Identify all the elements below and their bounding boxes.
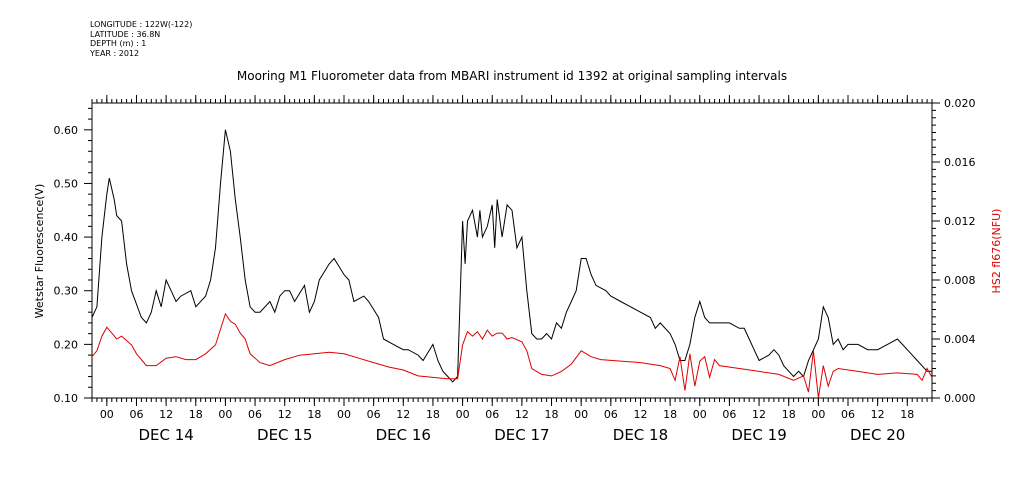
y-right-tick-label: 0.012 bbox=[944, 215, 976, 228]
x-hour-label: 12 bbox=[278, 408, 292, 421]
x-hour-label: 18 bbox=[545, 408, 559, 421]
x-hour-label: 00 bbox=[218, 408, 232, 421]
y-left-tick-label: 0.60 bbox=[54, 124, 79, 137]
x-hour-label: 00 bbox=[100, 408, 114, 421]
x-day-label: DEC 17 bbox=[494, 426, 549, 444]
y-left-tick-label: 0.40 bbox=[54, 231, 79, 244]
meta-longitude: LONGITUDE : 122W(-122) bbox=[90, 20, 193, 29]
meta-year: YEAR : 2012 bbox=[90, 48, 140, 58]
x-hour-label: 18 bbox=[782, 408, 796, 421]
y-right-tick-label: 0.000 bbox=[944, 392, 976, 405]
x-hour-label: 06 bbox=[129, 408, 143, 421]
x-hour-label: 06 bbox=[367, 408, 381, 421]
x-hour-label: 18 bbox=[426, 408, 440, 421]
x-hour-label: 18 bbox=[307, 408, 321, 421]
meta-latitude: LATITUDE : 36.8N bbox=[90, 29, 161, 39]
x-hour-label: 00 bbox=[337, 408, 351, 421]
x-day-label: DEC 19 bbox=[731, 426, 786, 444]
x-day-label: DEC 16 bbox=[376, 426, 431, 444]
x-hour-label: 06 bbox=[604, 408, 618, 421]
y-left-tick-label: 0.30 bbox=[54, 285, 79, 298]
y-right-tick-label: 0.020 bbox=[944, 97, 976, 110]
x-hour-label: 12 bbox=[515, 408, 529, 421]
x-hour-label: 00 bbox=[811, 408, 825, 421]
x-hour-label: 00 bbox=[456, 408, 470, 421]
chart-title: Mooring M1 Fluorometer data from MBARI i… bbox=[237, 69, 787, 83]
ticks-layer: 00 06 12 18 00 06 12 18 00 06 12 18 00 06 12 18 00 06 12 18… bbox=[54, 95, 976, 444]
x-hour-label: 06 bbox=[248, 408, 262, 421]
x-day-label: DEC 20 bbox=[850, 426, 905, 444]
x-day-label: DEC 15 bbox=[257, 426, 312, 444]
x-hour-label: 00 bbox=[693, 408, 707, 421]
x-hour-label: 18 bbox=[900, 408, 914, 421]
x-hour-label: 12 bbox=[396, 408, 410, 421]
x-hour-label: 12 bbox=[752, 408, 766, 421]
x-hour-label: 00 bbox=[574, 408, 588, 421]
x-hour-label: 06 bbox=[722, 408, 736, 421]
plot-frame bbox=[91, 102, 933, 399]
metadata-block: LONGITUDE : 122W(-122) LATITUDE : 36.8N … bbox=[90, 20, 192, 58]
x-hour-label: 06 bbox=[485, 408, 499, 421]
x-hour-label: 12 bbox=[159, 408, 173, 421]
y-right-tick-label: 0.016 bbox=[944, 156, 976, 169]
y-right-tick-label: 0.008 bbox=[944, 274, 976, 287]
y-right-label: HS2 fl676(NFU) bbox=[990, 209, 1003, 294]
x-hour-label: 12 bbox=[871, 408, 885, 421]
x-day-label: DEC 18 bbox=[613, 426, 668, 444]
x-day-label: DEC 14 bbox=[138, 426, 193, 444]
y-left-tick-label: 0.10 bbox=[54, 392, 79, 405]
y-left-tick-label: 0.20 bbox=[54, 338, 79, 351]
series-layer bbox=[91, 129, 933, 399]
y-right-tick-label: 0.004 bbox=[944, 333, 976, 346]
x-hour-label: 18 bbox=[189, 408, 203, 421]
x-hour-label: 06 bbox=[841, 408, 855, 421]
x-hour-label: 18 bbox=[663, 408, 677, 421]
y-left-label: Wetstar Fluorescence(V) bbox=[33, 184, 46, 319]
series-wetstar-line bbox=[91, 129, 932, 383]
y-left-tick-label: 0.50 bbox=[54, 177, 79, 190]
x-hour-label: 12 bbox=[633, 408, 647, 421]
meta-depth: DEPTH (m) : 1 bbox=[90, 39, 147, 48]
series-hs2-line bbox=[91, 312, 933, 399]
